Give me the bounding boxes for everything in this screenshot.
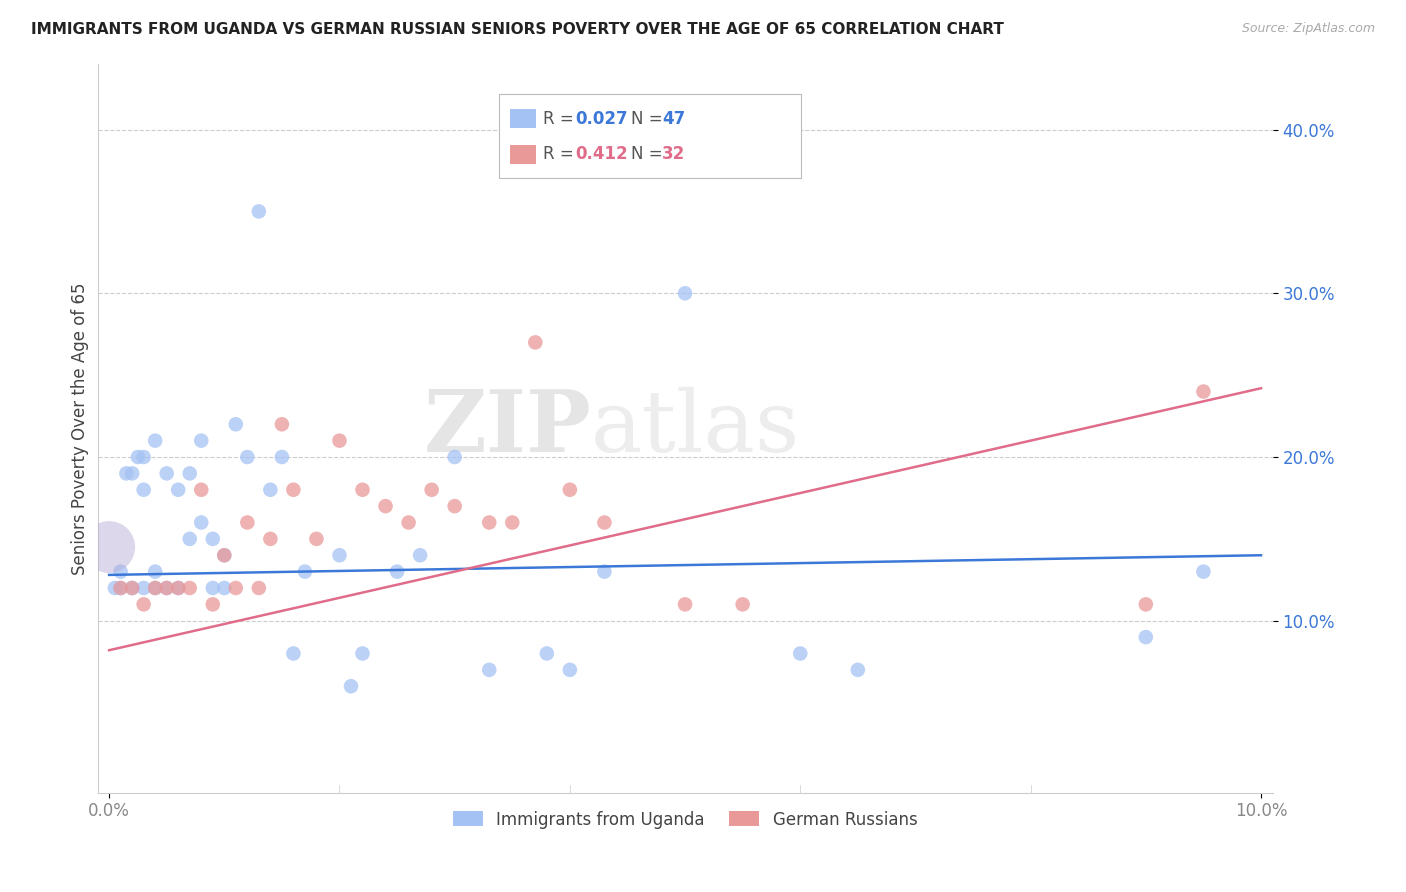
- Point: [270, 417, 292, 432]
- Point: [115, 467, 138, 481]
- Point: [1135, 630, 1157, 644]
- Point: [305, 532, 328, 546]
- Text: R =: R =: [543, 110, 579, 128]
- Point: [731, 598, 754, 612]
- Point: [247, 204, 270, 219]
- Point: [201, 581, 224, 595]
- Point: [294, 565, 316, 579]
- Legend: Immigrants from Uganda, German Russians: Immigrants from Uganda, German Russians: [446, 804, 924, 835]
- Point: [132, 483, 155, 497]
- Point: [593, 516, 616, 530]
- Point: [673, 598, 696, 612]
- Point: [143, 434, 166, 448]
- Text: 32: 32: [662, 145, 686, 163]
- Point: [167, 581, 190, 595]
- Text: N =: N =: [631, 145, 668, 163]
- Point: [121, 581, 143, 595]
- Point: [259, 532, 281, 546]
- Point: [593, 565, 616, 579]
- Point: [259, 483, 281, 497]
- Point: [443, 450, 465, 464]
- Point: [225, 581, 247, 595]
- Point: [143, 565, 166, 579]
- Point: [167, 581, 190, 595]
- Point: [121, 581, 143, 595]
- Point: [420, 483, 443, 497]
- Point: [236, 450, 259, 464]
- Point: [201, 532, 224, 546]
- Text: 47: 47: [662, 110, 686, 128]
- Point: [1135, 598, 1157, 612]
- Point: [190, 516, 212, 530]
- Point: [156, 581, 179, 595]
- Text: 0.412: 0.412: [575, 145, 627, 163]
- Point: [385, 565, 408, 579]
- Point: [558, 483, 581, 497]
- Point: [110, 565, 132, 579]
- Point: [190, 434, 212, 448]
- Point: [478, 516, 501, 530]
- Text: Source: ZipAtlas.com: Source: ZipAtlas.com: [1241, 22, 1375, 36]
- Point: [143, 581, 166, 595]
- Point: [132, 581, 155, 595]
- Point: [110, 581, 132, 595]
- Point: [132, 450, 155, 464]
- Point: [1192, 384, 1215, 399]
- Point: [478, 663, 501, 677]
- Point: [156, 467, 179, 481]
- Point: [156, 581, 179, 595]
- Point: [524, 335, 547, 350]
- Point: [98, 540, 121, 554]
- Point: [214, 548, 236, 562]
- Text: atlas: atlas: [591, 387, 800, 470]
- Text: R =: R =: [543, 145, 579, 163]
- Point: [110, 581, 132, 595]
- Point: [179, 532, 201, 546]
- Text: IMMIGRANTS FROM UGANDA VS GERMAN RUSSIAN SENIORS POVERTY OVER THE AGE OF 65 CORR: IMMIGRANTS FROM UGANDA VS GERMAN RUSSIAN…: [31, 22, 1004, 37]
- Point: [340, 679, 363, 693]
- Point: [179, 467, 201, 481]
- Point: [374, 499, 396, 513]
- Point: [143, 581, 166, 595]
- Text: ZIP: ZIP: [423, 386, 591, 470]
- Point: [328, 434, 350, 448]
- Point: [328, 548, 350, 562]
- Point: [132, 598, 155, 612]
- Point: [501, 516, 523, 530]
- Point: [214, 548, 236, 562]
- Point: [127, 450, 149, 464]
- Point: [104, 581, 127, 595]
- Point: [214, 581, 236, 595]
- Point: [236, 516, 259, 530]
- Point: [536, 647, 558, 661]
- Point: [673, 286, 696, 301]
- Point: [247, 581, 270, 595]
- Point: [190, 483, 212, 497]
- Point: [270, 450, 292, 464]
- Point: [846, 663, 869, 677]
- Point: [167, 483, 190, 497]
- Point: [179, 581, 201, 595]
- Point: [409, 548, 432, 562]
- Point: [398, 516, 420, 530]
- Point: [1192, 565, 1215, 579]
- Point: [283, 483, 305, 497]
- Point: [201, 598, 224, 612]
- Text: 0.027: 0.027: [575, 110, 627, 128]
- Point: [789, 647, 811, 661]
- Point: [443, 499, 465, 513]
- Point: [558, 663, 581, 677]
- Point: [352, 483, 374, 497]
- Point: [352, 647, 374, 661]
- Point: [225, 417, 247, 432]
- Point: [121, 467, 143, 481]
- Point: [283, 647, 305, 661]
- Y-axis label: Seniors Poverty Over the Age of 65: Seniors Poverty Over the Age of 65: [72, 282, 89, 574]
- Text: N =: N =: [631, 110, 668, 128]
